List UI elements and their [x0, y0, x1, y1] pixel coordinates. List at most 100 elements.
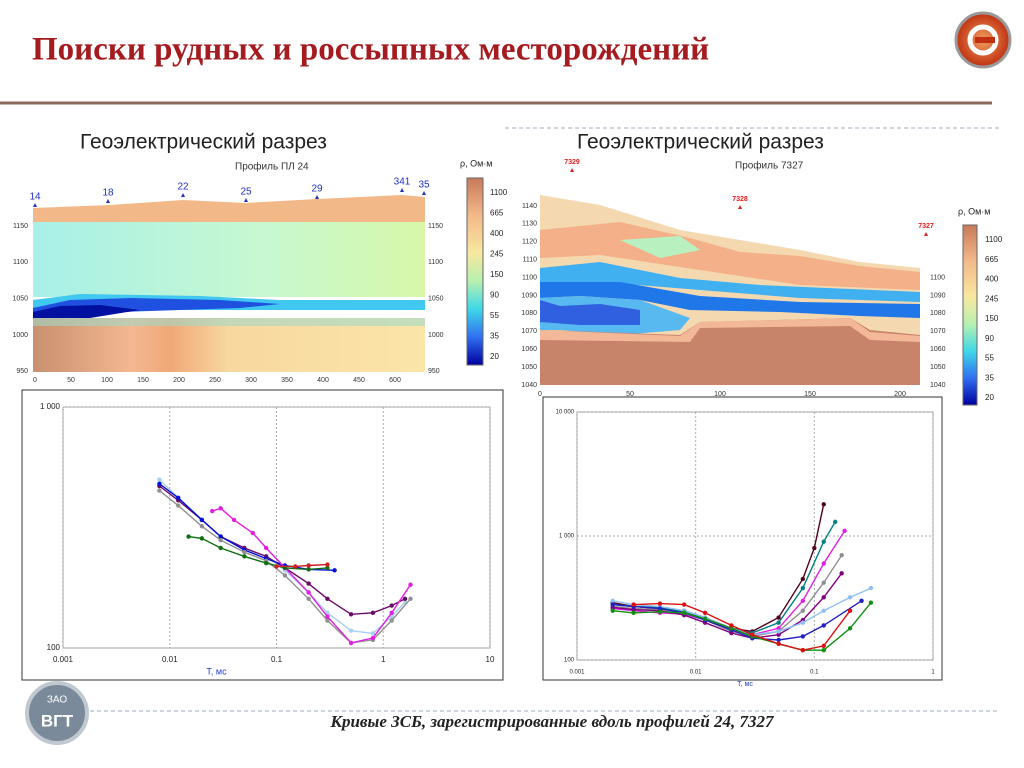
x-tick-label: 300 [245, 377, 257, 384]
data-point [776, 620, 781, 625]
x-tick-label: 350 [281, 377, 293, 384]
x-tick-label: 0.1 [810, 670, 819, 676]
station-label: 22 [177, 182, 189, 193]
station-marker [924, 232, 928, 236]
legend-label: 400 [985, 275, 999, 284]
x-tick-label: 150 [804, 391, 816, 398]
y-tick-label: 1090 [930, 292, 946, 299]
data-point [776, 626, 781, 631]
legend-label: 35 [985, 373, 994, 382]
data-point [800, 647, 806, 653]
station-label: 7328 [732, 196, 748, 203]
data-point [199, 517, 205, 523]
y-tick-label: 100 [47, 643, 61, 652]
data-point [776, 629, 781, 634]
x-tick-label: 0.001 [53, 655, 74, 664]
data-point [389, 618, 394, 623]
y-tick-label: 1080 [521, 310, 537, 317]
section-image [540, 195, 920, 385]
y-tick-label: 1050 [521, 364, 537, 371]
legend-label: 20 [490, 352, 499, 361]
x-tick-label: 400 [317, 377, 329, 384]
series-line [612, 602, 872, 651]
legend-label: 400 [490, 229, 504, 238]
data-point [186, 534, 191, 539]
series-line [188, 535, 328, 571]
legend-label: 1100 [490, 188, 508, 197]
legend-label: 665 [490, 209, 504, 218]
series-line [276, 563, 328, 568]
station-marker [181, 193, 185, 197]
data-point [282, 573, 288, 578]
x-tick-label: 200 [894, 391, 906, 398]
logo-text: ВГТ [41, 711, 74, 730]
x-axis-label: T, мс [737, 681, 753, 688]
data-point [821, 595, 826, 600]
data-point [325, 596, 330, 602]
data-point [370, 631, 376, 636]
series-line [633, 602, 851, 651]
data-point [293, 564, 298, 569]
data-point [800, 620, 806, 625]
station-label: 7327 [918, 223, 934, 230]
series-line [211, 507, 412, 644]
data-point [325, 614, 330, 619]
data-point [242, 549, 247, 555]
x-tick-label: 150 [137, 377, 149, 384]
data-point [868, 585, 874, 591]
y-tick-label: 950 [16, 368, 28, 375]
data-point [750, 632, 755, 637]
data-point [218, 506, 223, 511]
x-tick-label: 50 [626, 391, 634, 398]
legend-label: 150 [490, 270, 504, 279]
data-point [868, 600, 874, 605]
data-point [263, 560, 269, 566]
data-point [610, 602, 615, 607]
station-label: 341 [394, 177, 411, 188]
data-point [389, 610, 394, 615]
legend-label: 55 [490, 311, 499, 320]
color-scale [962, 224, 978, 406]
x-tick-label: 0 [538, 391, 542, 398]
data-point [250, 530, 256, 536]
data-point [847, 595, 853, 600]
data-point [610, 598, 615, 604]
data-point [800, 598, 806, 604]
data-point [776, 641, 781, 647]
data-point [610, 608, 615, 613]
data-point [306, 567, 311, 572]
legend-label: 245 [985, 294, 999, 303]
x-tick-label: 100 [714, 391, 726, 398]
x-tick-label: 450 [353, 377, 365, 384]
data-point [729, 623, 734, 628]
data-point [325, 618, 330, 623]
data-point [218, 545, 223, 551]
data-point [812, 545, 817, 551]
data-point [306, 563, 311, 568]
legend-label: 150 [985, 314, 999, 323]
data-point [231, 517, 237, 523]
data-point [389, 614, 394, 619]
legend-label: 55 [985, 354, 994, 363]
y-tick-label: 1130 [522, 221, 537, 228]
legend-label: 90 [985, 334, 994, 343]
station-label: 25 [240, 187, 252, 198]
data-point [657, 609, 663, 614]
data-point [821, 608, 826, 613]
corner-logo [954, 11, 1012, 69]
data-point [199, 524, 205, 529]
y-tick-label: 1100 [522, 274, 537, 281]
y-tick-label: 1080 [930, 310, 946, 317]
data-point [157, 477, 162, 482]
y-tick-label: 1100 [13, 259, 28, 266]
legend-label: 1100 [985, 235, 1003, 244]
x-axis-label: T, мс [206, 666, 227, 676]
y-tick-label: 1 000 [559, 534, 575, 540]
logo-text: ЗАО [47, 695, 67, 706]
data-point [306, 596, 311, 602]
y-tick-label: 1050 [12, 296, 28, 303]
data-point [332, 568, 337, 573]
data-point [176, 495, 181, 500]
x-tick-label: 0.001 [569, 670, 585, 676]
data-point [306, 581, 311, 586]
